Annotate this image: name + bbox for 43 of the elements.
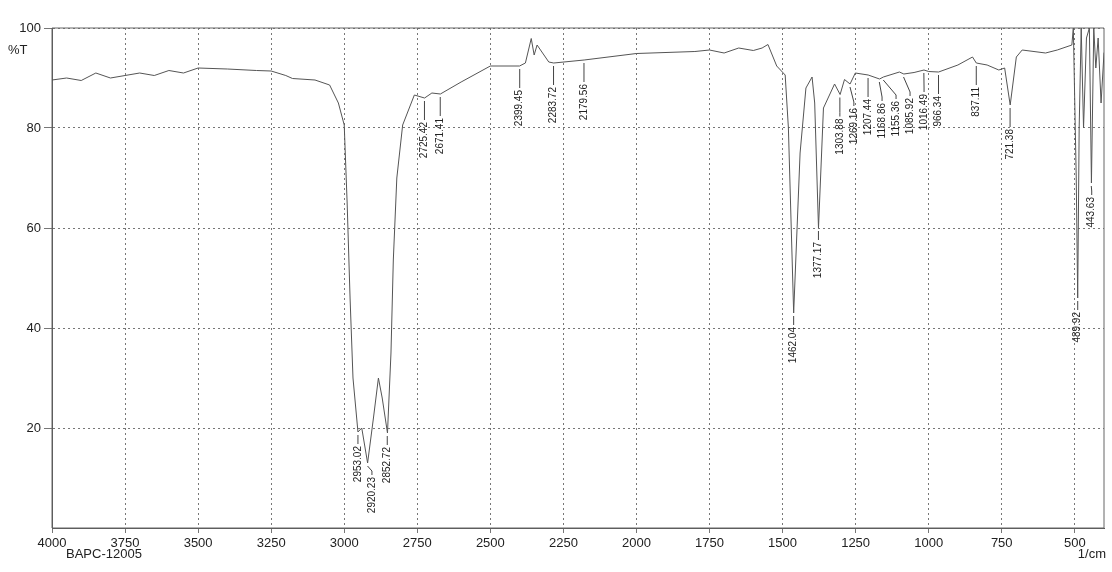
x-tick-label: 2000: [621, 535, 651, 551]
annotation: 1155.36: [889, 100, 901, 137]
y-axis-title: %T: [8, 41, 28, 57]
annotation: 721.38: [1003, 128, 1015, 160]
annotation: 2671.41: [433, 117, 445, 155]
annotation: 443.63: [1085, 196, 1097, 228]
annotation: 1016.49: [917, 93, 929, 131]
x-tick-label: 1500: [768, 535, 798, 551]
x-tick-label: 1250: [841, 535, 871, 551]
x-tick-label: 2250: [548, 535, 578, 551]
x-tick-label: 4000: [37, 535, 67, 551]
annotation: 837.11: [970, 86, 982, 117]
y-tick-label: 80: [26, 119, 41, 135]
annotation: 2852.72: [381, 446, 393, 484]
annotation: 2179.56: [577, 83, 589, 121]
annotation: 1303.88: [833, 118, 845, 155]
annotation: 2283.72: [547, 86, 559, 124]
x-tick-label: 2500: [475, 535, 505, 551]
annotation: 1207.44: [861, 98, 873, 136]
annotation: 2953.02: [351, 445, 363, 483]
annotation: 1377.17: [812, 241, 824, 279]
annotation: 1168.86: [875, 102, 887, 139]
x-axis-title: 1/cm: [1077, 546, 1106, 562]
annotation: 966.34: [932, 95, 944, 127]
annotation: 1269.16: [847, 107, 859, 145]
text: BAPC-12005: [66, 546, 142, 562]
x-tick-label: 3500: [183, 535, 213, 551]
x-tick-label: 1750: [695, 535, 724, 551]
x-tick-label: 750: [990, 535, 1013, 551]
x-tick-label: 3250: [256, 535, 286, 551]
y-tick-label: 40: [26, 319, 41, 335]
annotation: 1085.92: [903, 97, 915, 135]
x-tick-label: 2750: [402, 535, 432, 551]
annotation: 2920.23: [365, 476, 377, 514]
annotation: 2399.45: [513, 89, 525, 127]
annotation: 1462.04: [787, 326, 799, 364]
y-tick-label: 20: [26, 419, 41, 435]
y-tick-label: 60: [26, 219, 41, 235]
y-tick-label: 100: [19, 19, 41, 35]
x-tick-label: 3000: [329, 535, 359, 551]
x-tick-label: 1000: [914, 535, 944, 551]
annotation: 489.92: [1071, 311, 1083, 343]
annotation: 2725.42: [418, 121, 430, 159]
